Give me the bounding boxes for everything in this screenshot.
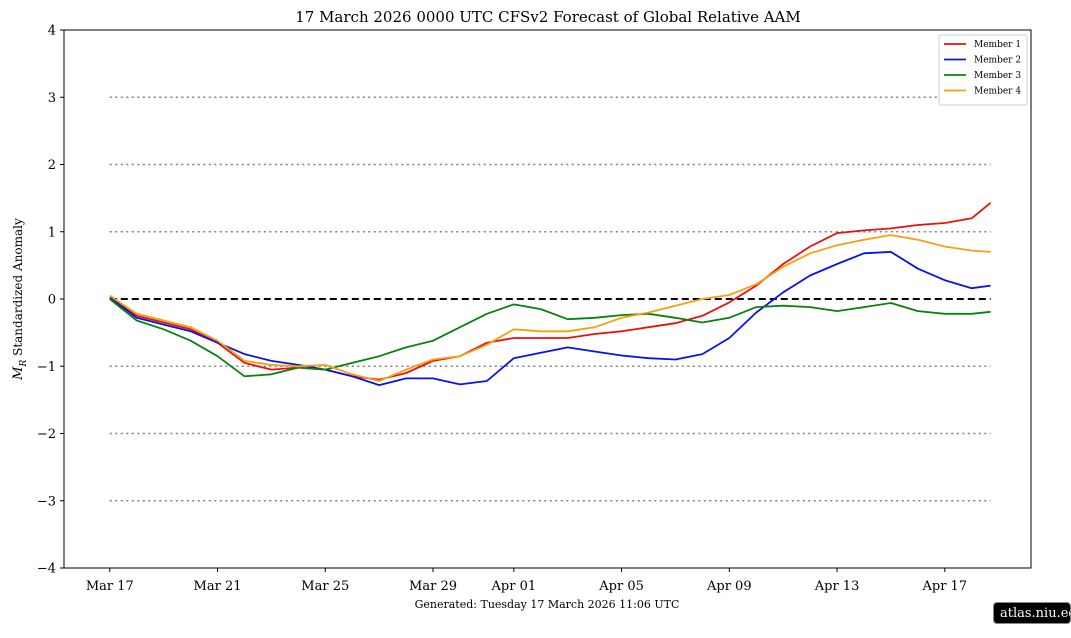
y-tick-label: 2 (48, 158, 56, 173)
series-line-member-3 (109, 298, 991, 378)
y-tick-label: −3 (37, 494, 56, 509)
x-tick-label: Apr 13 (814, 579, 860, 594)
grid-lines (109, 96, 991, 502)
x-tick-label: Mar 29 (409, 579, 457, 594)
x-axis: Mar 17 Mar 21 Mar 25 Mar 29 Apr 01 Apr 05 Apr … (86, 568, 967, 594)
series-line-member-2 (109, 250, 991, 387)
legend-label: Member 4 (974, 87, 1021, 97)
x-tick-label: Mar 25 (301, 579, 349, 594)
y-tick-label: 4 (48, 24, 56, 39)
y-tick-label: −4 (37, 562, 56, 577)
generated-timestamp: Generated: Tuesday 17 March 2026 11:06 U… (415, 598, 680, 611)
y-axis: −4 −3 −2 −1 0 1 2 3 4 (37, 24, 64, 577)
y-tick-label: 1 (48, 225, 56, 240)
chart-title: 17 March 2026 0000 UTC CFSv2 Forecast of… (295, 8, 801, 26)
y-axis-label-symbol: M (11, 366, 26, 381)
series-lines (109, 202, 992, 387)
y-tick-label: 0 (48, 293, 56, 308)
x-tick-label: Apr 09 (706, 579, 752, 594)
legend-label: Member 2 (974, 56, 1021, 66)
y-axis-label-subscript: R (19, 360, 29, 368)
y-axis-label-text: Standardized Anomaly (11, 218, 25, 360)
x-tick-label: Apr 01 (491, 579, 537, 594)
x-tick-label: Apr 17 (922, 579, 968, 594)
x-tick-label: Mar 21 (194, 579, 242, 594)
series-line-member-4 (109, 234, 991, 382)
x-tick-label: Apr 05 (598, 579, 644, 594)
source-badge[interactable]: atlas.niu.edu (993, 602, 1071, 624)
y-axis-label: MR Standardized Anomaly (11, 218, 29, 381)
legend: Member 1 Member 2 Member 3 Member 4 (938, 34, 1028, 106)
y-tick-label: −1 (37, 360, 56, 375)
x-tick-label: Mar 17 (86, 579, 134, 594)
legend-label: Member 1 (974, 40, 1021, 50)
legend-box (938, 34, 1028, 106)
legend-label: Member 3 (974, 71, 1021, 81)
y-tick-label: 3 (48, 91, 56, 106)
y-tick-label: −2 (37, 427, 56, 442)
series-line-member-1 (109, 202, 992, 381)
